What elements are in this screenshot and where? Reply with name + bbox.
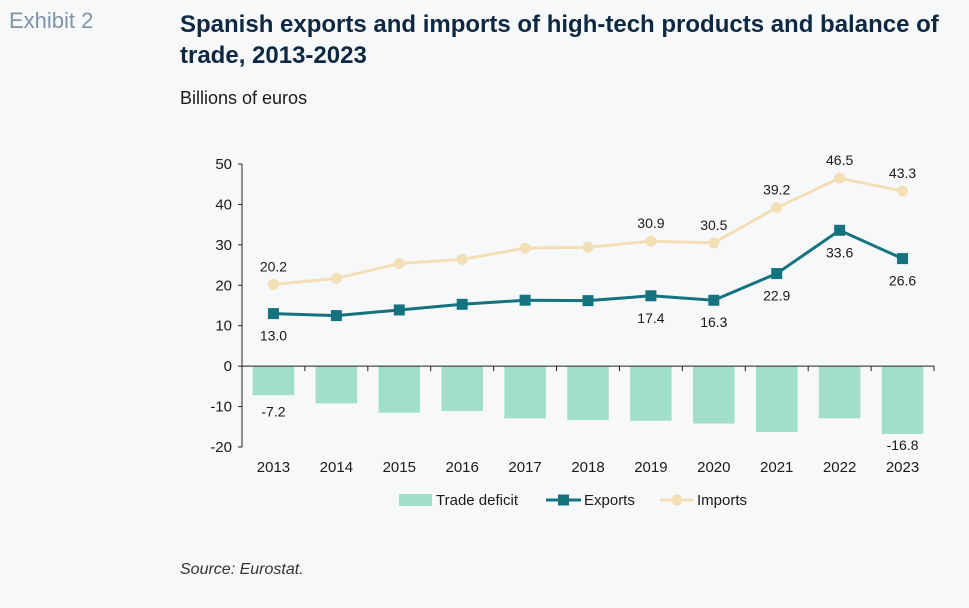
legend-exports-label: Exports — [584, 492, 635, 509]
x-tick-label: 2013 — [257, 459, 290, 476]
x-tick-label: 2017 — [508, 459, 541, 476]
x-tick-label: 2016 — [445, 459, 478, 476]
legend-imports-marker — [671, 494, 683, 506]
trade-deficit-bar — [504, 366, 546, 419]
y-tick-label: 0 — [224, 358, 232, 375]
imports-data-label: 39.2 — [763, 182, 790, 198]
legend-imports-label: Imports — [697, 492, 747, 509]
trade-deficit-bar — [378, 366, 421, 413]
x-tick-label: 2014 — [320, 459, 353, 476]
imports-marker — [645, 235, 657, 247]
exports-marker — [897, 253, 909, 265]
trade-deficit-bar — [818, 366, 861, 419]
x-tick-label: 2020 — [697, 459, 730, 476]
exhibit-label: Exhibit 2 — [9, 8, 94, 33]
imports-data-label: 30.5 — [700, 217, 727, 233]
imports-line — [273, 176, 903, 286]
imports-data-label: 46.5 — [826, 152, 853, 168]
exports-data-label: 13.0 — [260, 328, 287, 344]
chart-title: Spanish exports and imports of high-tech… — [180, 11, 939, 69]
imports-data-label: 20.2 — [260, 258, 287, 274]
trade-deficit-bar — [755, 366, 798, 433]
imports-data-label: 43.3 — [889, 165, 916, 181]
y-tick-label: 40 — [215, 196, 232, 213]
imports-marker — [267, 278, 279, 290]
trade-deficit-bar — [693, 366, 735, 424]
x-tick-label: 2018 — [571, 459, 604, 476]
trade-deficit-bar — [315, 366, 358, 404]
trade-deficit-bar — [630, 366, 672, 421]
trade-deficit-bar — [881, 366, 924, 435]
exports-data-label: 16.3 — [700, 314, 727, 330]
exports-data-label: 26.6 — [889, 273, 916, 289]
deficit-data-label: -16.8 — [887, 437, 919, 453]
exports-marker — [456, 298, 468, 310]
chart-subtitle: Billions of euros — [180, 88, 308, 108]
legend-exports-marker — [558, 494, 569, 506]
exports-marker — [330, 310, 342, 322]
exports-marker — [267, 308, 279, 320]
x-tick-label: 2019 — [634, 459, 667, 476]
deficit-data-label: -7.2 — [261, 403, 285, 419]
y-tick-label: -10 — [210, 399, 232, 416]
y-tick-label: -20 — [210, 439, 232, 456]
source-note: Source: Eurostat. — [180, 561, 304, 578]
exports-marker — [771, 268, 783, 280]
exports-data-label: 33.6 — [826, 244, 853, 260]
exports-data-label: 17.4 — [637, 310, 664, 326]
exports-marker — [645, 290, 657, 302]
x-tick-label: 2015 — [383, 459, 416, 476]
legend-trade-deficit-label: Trade deficit — [436, 492, 519, 509]
imports-marker — [393, 257, 405, 269]
exports-marker — [519, 294, 531, 306]
imports-marker — [771, 202, 783, 214]
x-tick-label: 2023 — [886, 459, 919, 476]
imports-marker — [708, 237, 720, 249]
y-tick-label: 10 — [215, 318, 232, 335]
y-tick-label: 50 — [215, 156, 232, 173]
exports-marker — [582, 295, 594, 307]
exports-marker — [393, 304, 405, 316]
exports-data-label: 22.9 — [763, 288, 790, 304]
imports-marker — [582, 241, 594, 253]
y-tick-label: 20 — [215, 277, 232, 294]
legend-trade-deficit-swatch — [399, 494, 432, 506]
trade-deficit-bar — [441, 366, 483, 412]
exports-marker — [834, 224, 846, 236]
y-tick-label: 30 — [215, 237, 232, 254]
trade-deficit-bar — [252, 366, 295, 396]
x-tick-label: 2021 — [760, 459, 793, 476]
imports-marker — [897, 185, 909, 197]
trade-deficit-bar — [567, 366, 609, 420]
imports-marker — [456, 253, 468, 265]
imports-data-label: 30.9 — [637, 215, 664, 231]
imports-marker — [519, 242, 531, 254]
x-tick-label: 2022 — [823, 459, 856, 476]
imports-marker — [834, 172, 846, 184]
exports-marker — [708, 294, 720, 306]
imports-marker — [330, 272, 342, 284]
